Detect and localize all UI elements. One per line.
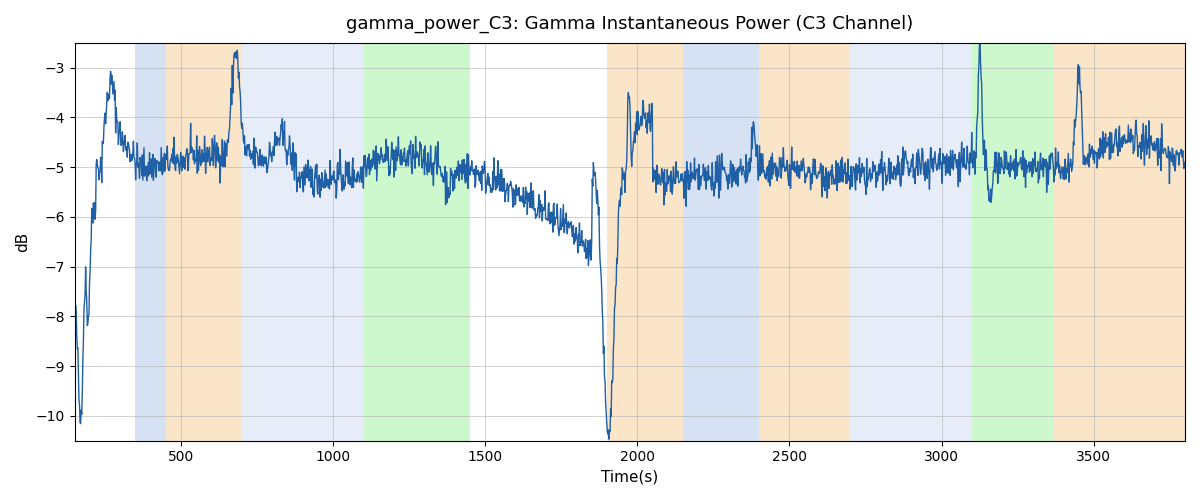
Bar <box>1054 43 1100 440</box>
Bar <box>683 43 760 440</box>
Bar <box>607 43 683 440</box>
Title: gamma_power_C3: Gamma Instantaneous Power (C3 Channel): gamma_power_C3: Gamma Instantaneous Powe… <box>346 15 913 34</box>
Bar <box>364 43 470 440</box>
Y-axis label: dB: dB <box>14 232 30 252</box>
Bar <box>1100 43 1184 440</box>
X-axis label: Time(s): Time(s) <box>601 470 659 485</box>
Bar <box>166 43 242 440</box>
Bar <box>972 43 1054 440</box>
Bar <box>242 43 364 440</box>
Bar <box>136 43 166 440</box>
Bar <box>760 43 851 440</box>
Bar <box>851 43 972 440</box>
